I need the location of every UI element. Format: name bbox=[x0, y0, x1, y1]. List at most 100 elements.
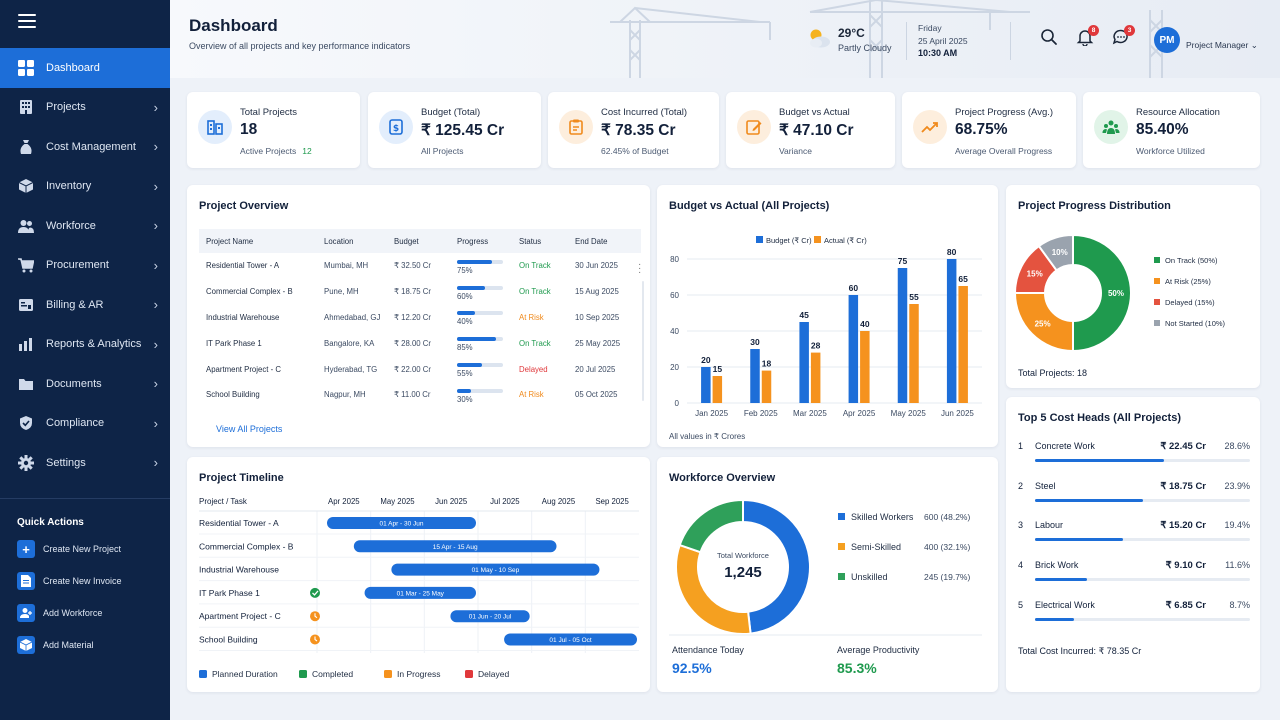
donut-slice[interactable] bbox=[1037, 233, 1074, 272]
gantt-bar[interactable] bbox=[327, 517, 476, 529]
progress-label: 60% bbox=[457, 291, 473, 301]
cost-head-rank: 5 bbox=[1018, 599, 1024, 610]
gantt-bar[interactable] bbox=[364, 586, 476, 599]
table-row[interactable]: Commercial Complex - B Pune, MH ₹ 18.75 Cr… bbox=[199, 279, 641, 305]
donut-slice[interactable] bbox=[742, 498, 811, 635]
page-title: Dashboard bbox=[189, 16, 278, 35]
sidebar-item-procurement[interactable]: Procurement › bbox=[0, 246, 170, 286]
quick-action-label: Add Workforce bbox=[43, 608, 103, 618]
cost-head-value: ₹ 6.85 Cr bbox=[1165, 599, 1206, 611]
sidebar-item-settings[interactable]: Settings › bbox=[0, 443, 170, 483]
legend-label: On Track (50%) bbox=[1165, 256, 1218, 265]
user-role: Project Manager bbox=[1186, 40, 1249, 50]
quick-action-create-new-invoice[interactable]: Create New Invoice bbox=[17, 572, 167, 590]
y-tick-label: 0 bbox=[675, 399, 680, 408]
bar-budget[interactable] bbox=[701, 367, 711, 403]
slice-label: 25% bbox=[1035, 319, 1051, 328]
quick-action-create-new-project[interactable]: + Create New Project bbox=[17, 540, 167, 558]
project-end-date: 05 Oct 2025 bbox=[575, 390, 618, 400]
status-label: On Track bbox=[519, 287, 551, 297]
sidebar-item-cost-management[interactable]: Cost Management › bbox=[0, 127, 170, 167]
gantt-bar[interactable] bbox=[450, 610, 530, 623]
bar-budget[interactable] bbox=[750, 349, 760, 403]
legend-value: 600 (48.2%) bbox=[924, 512, 970, 522]
kpi-subtext: Active Projects 12 bbox=[240, 146, 312, 156]
sidebar-item-inventory[interactable]: Inventory › bbox=[0, 167, 170, 207]
bar-actual[interactable] bbox=[860, 331, 870, 403]
edit-icon bbox=[737, 110, 771, 144]
workforce-overview-title: Workforce Overview bbox=[669, 472, 776, 484]
chart-note: All values in ₹ Crores bbox=[669, 432, 746, 441]
task-name: Industrial Warehouse bbox=[199, 565, 279, 575]
header-banner: Dashboard Overview of all projects and k… bbox=[170, 0, 1280, 78]
sidebar-item-compliance[interactable]: Compliance › bbox=[0, 404, 170, 444]
cost-heads-card: Top 5 Cost Heads (All Projects) 1 Concret… bbox=[1006, 397, 1260, 692]
view-all-projects-link[interactable]: View All Projects bbox=[216, 424, 283, 434]
chevron-right-icon: › bbox=[153, 336, 158, 352]
table-scrollbar[interactable] bbox=[642, 281, 644, 401]
add-user-icon bbox=[17, 604, 35, 622]
project-budget: ₹ 12.20 Cr bbox=[394, 312, 432, 322]
table-row[interactable]: Industrial Warehouse Ahmedabad, GJ ₹ 12.20… bbox=[199, 305, 641, 331]
table-row[interactable]: School Building Nagpur, MH ₹ 11.00 Cr 30% At… bbox=[199, 382, 641, 408]
bar-budget[interactable] bbox=[799, 322, 809, 403]
bar-actual[interactable] bbox=[810, 352, 821, 403]
project-end-date: 10 Sep 2025 bbox=[575, 312, 620, 322]
kpi-subtext: 62.45% of Budget bbox=[601, 146, 669, 156]
bar-actual[interactable] bbox=[761, 370, 772, 403]
user-role-dropdown[interactable]: Project Manager ⌄ bbox=[1186, 40, 1258, 51]
quick-action-add-workforce[interactable]: Add Workforce bbox=[17, 604, 167, 622]
progress-bar-fill bbox=[457, 311, 476, 316]
sidebar-item-workforce[interactable]: Workforce › bbox=[0, 206, 170, 246]
partly-cloudy-icon bbox=[810, 29, 830, 48]
donut-slice[interactable] bbox=[1072, 233, 1132, 353]
bar-budget[interactable] bbox=[946, 259, 957, 403]
messages-icon[interactable]: 3 bbox=[1112, 25, 1135, 50]
user-avatar[interactable]: PM bbox=[1154, 27, 1180, 53]
sidebar-item-billing-ar[interactable]: Billing & AR › bbox=[0, 285, 170, 325]
sidebar-item-documents[interactable]: Documents › bbox=[0, 364, 170, 404]
chevron-right-icon: › bbox=[153, 139, 158, 155]
project-location: Pune, MH bbox=[324, 287, 359, 297]
gantt-bar[interactable] bbox=[391, 563, 600, 576]
sidebar-item-reports-analytics[interactable]: Reports & Analytics › bbox=[0, 325, 170, 365]
gantt-bar[interactable] bbox=[353, 540, 557, 553]
quick-action-add-material[interactable]: Add Material bbox=[17, 636, 167, 654]
project-name: Industrial Warehouse bbox=[206, 312, 280, 322]
donut-slice[interactable] bbox=[678, 498, 744, 554]
bar-actual[interactable] bbox=[712, 376, 723, 403]
table-row[interactable]: Residential Tower - A Mumbai, MH ₹ 32.50 C… bbox=[199, 253, 641, 279]
trend-up-icon bbox=[913, 110, 947, 144]
money-bag-icon bbox=[17, 138, 35, 156]
bar-chart-icon bbox=[17, 335, 35, 353]
project-name: Commercial Complex - B bbox=[206, 287, 293, 297]
bar-budget[interactable] bbox=[897, 268, 908, 403]
workforce-donut: Total Workforce 1,245 Skilled Workers 600 (… bbox=[669, 498, 982, 636]
search-icon[interactable] bbox=[1040, 28, 1062, 50]
table-row[interactable]: IT Park Phase 1 Bangalore, KA ₹ 28.00 Cr 85… bbox=[199, 330, 641, 356]
sidebar-item-dashboard[interactable]: Dashboard bbox=[0, 48, 170, 88]
bar-actual[interactable] bbox=[958, 286, 968, 403]
legend-swatch bbox=[838, 513, 845, 520]
more-options-icon[interactable]: · · · bbox=[638, 259, 642, 278]
main-content: Dashboard Overview of all projects and k… bbox=[170, 0, 1280, 720]
project-name: IT Park Phase 1 bbox=[206, 338, 262, 348]
progress-bar bbox=[457, 388, 503, 393]
progress-label: 40% bbox=[457, 317, 473, 327]
bar-budget[interactable] bbox=[848, 295, 859, 403]
kpi-subtext-label: 62.45% of Budget bbox=[601, 146, 669, 156]
cost-head-bar-fill bbox=[1035, 578, 1088, 582]
plus-icon: + bbox=[17, 540, 35, 558]
hamburger-menu-icon[interactable] bbox=[18, 14, 36, 28]
notification-bell-icon[interactable]: 8 bbox=[1076, 25, 1099, 50]
project-end-date: 15 Aug 2025 bbox=[575, 287, 619, 297]
project-timeline-card: Project Timeline Project / Task Apr 2025 M… bbox=[187, 457, 650, 692]
bar-actual[interactable] bbox=[909, 304, 919, 403]
gantt-bar[interactable] bbox=[504, 633, 637, 646]
table-row[interactable]: Apartment Project - C Hyderabad, TG ₹ 22.0… bbox=[199, 356, 641, 382]
cost-head-name: Electrical Work bbox=[1035, 599, 1095, 610]
sidebar-item-projects[interactable]: Projects › bbox=[0, 88, 170, 128]
kpi-card-total-projects: Total Projects 18 Active Projects 12 bbox=[187, 92, 360, 168]
progress-bar bbox=[457, 337, 503, 342]
donut-slice[interactable] bbox=[1013, 292, 1074, 353]
